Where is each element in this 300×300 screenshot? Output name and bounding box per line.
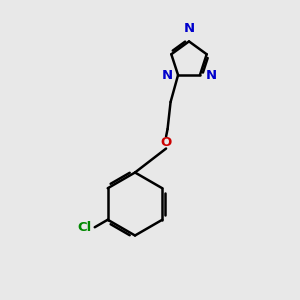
Text: N: N (183, 22, 195, 35)
Text: Cl: Cl (77, 221, 91, 234)
Text: N: N (205, 68, 217, 82)
Text: O: O (160, 136, 172, 149)
Text: N: N (161, 68, 173, 82)
